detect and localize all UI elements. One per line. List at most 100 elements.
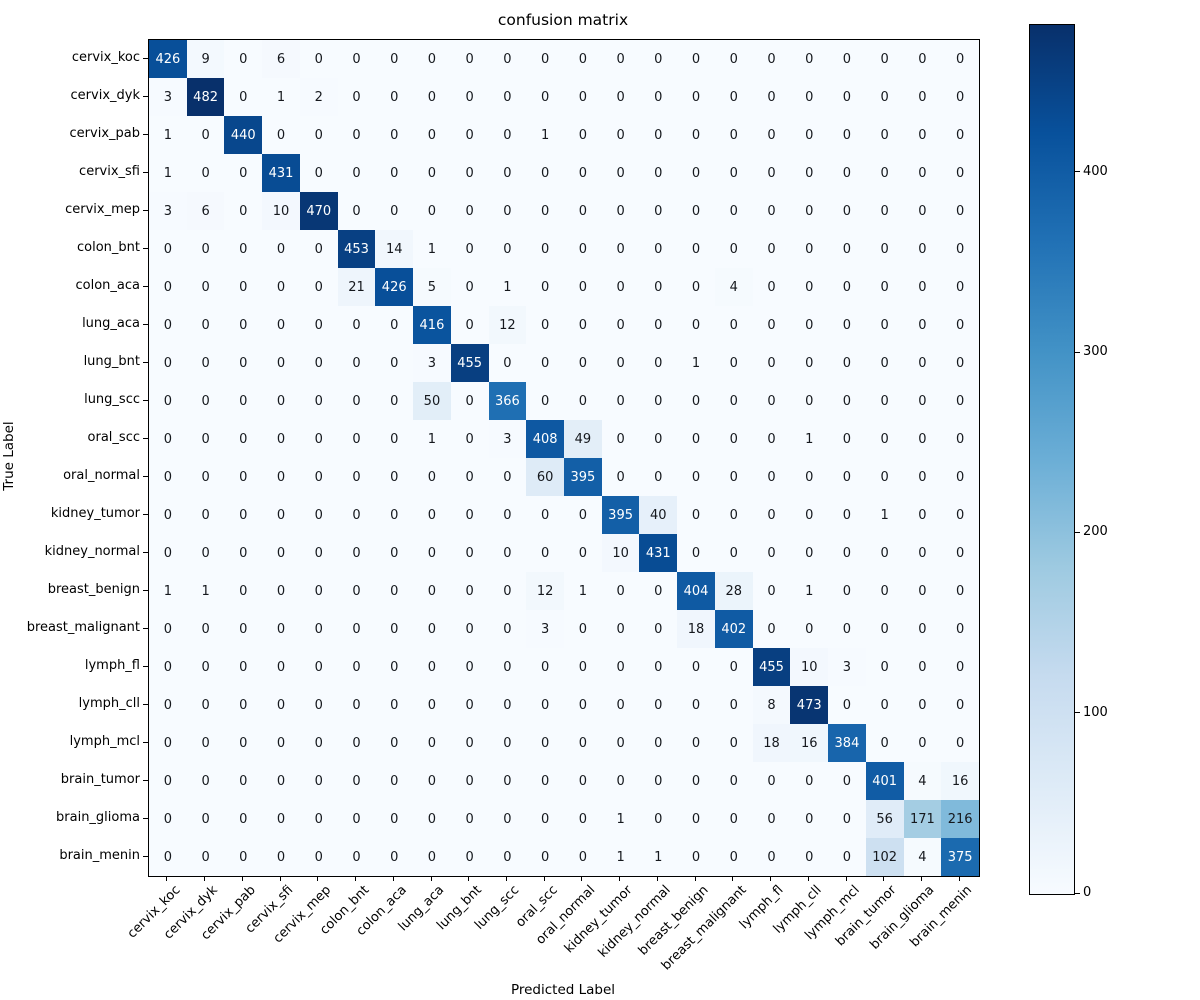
matrix-cell: 10 xyxy=(601,534,640,572)
matrix-cell: 0 xyxy=(639,724,678,762)
matrix-cell: 1 xyxy=(413,420,451,458)
matrix-cell: 0 xyxy=(186,268,225,306)
matrix-cell: 0 xyxy=(941,306,979,344)
matrix-cell: 10 xyxy=(262,192,300,230)
matrix-cell: 0 xyxy=(563,648,602,686)
matrix-cell: 0 xyxy=(375,800,414,838)
x-tick-mark xyxy=(770,876,771,881)
matrix-cell: 171 xyxy=(903,800,942,838)
matrix-cell: 0 xyxy=(752,800,791,838)
matrix-cell: 0 xyxy=(941,268,979,306)
matrix-cell: 0 xyxy=(488,496,527,534)
matrix-cell: 1 xyxy=(413,230,451,268)
x-tick-mark xyxy=(204,876,206,881)
matrix-cell: 426 xyxy=(375,268,414,306)
matrix-cell: 0 xyxy=(941,40,979,78)
matrix-cell: 0 xyxy=(262,838,300,876)
matrix-cell: 1 xyxy=(149,154,187,192)
matrix-cell: 0 xyxy=(375,572,414,610)
matrix-cell: 0 xyxy=(563,724,602,762)
matrix-cell: 0 xyxy=(488,230,527,268)
matrix-cell: 0 xyxy=(563,534,602,572)
matrix-cell: 0 xyxy=(413,610,451,648)
matrix-cell: 0 xyxy=(526,40,564,78)
matrix-cell: 0 xyxy=(299,724,338,762)
y-tick-label: brain_menin xyxy=(59,848,140,863)
matrix-cell: 0 xyxy=(149,496,187,534)
matrix-cell: 0 xyxy=(677,800,715,838)
matrix-cell: 0 xyxy=(677,154,715,192)
matrix-cell: 0 xyxy=(903,306,942,344)
matrix-cell: 0 xyxy=(677,724,715,762)
matrix-cell: 0 xyxy=(262,534,300,572)
matrix-cell: 0 xyxy=(337,306,376,344)
matrix-cell: 0 xyxy=(186,344,225,382)
matrix-cell: 0 xyxy=(752,762,791,800)
matrix-cell: 0 xyxy=(450,648,489,686)
matrix-cell: 0 xyxy=(299,230,338,268)
matrix-cell: 0 xyxy=(299,838,338,876)
matrix-cell: 1 xyxy=(186,572,225,610)
matrix-cell: 5 xyxy=(413,268,451,306)
matrix-cell: 16 xyxy=(790,724,829,762)
matrix-cell: 404 xyxy=(677,572,715,610)
matrix-cell: 0 xyxy=(714,78,753,116)
matrix-cell: 0 xyxy=(639,686,678,724)
x-tick-mark xyxy=(656,876,658,881)
matrix-cell: 0 xyxy=(677,686,715,724)
matrix-cell: 0 xyxy=(299,116,338,154)
matrix-cell: 1 xyxy=(488,268,527,306)
y-tick-mark xyxy=(143,247,148,249)
matrix-cell: 0 xyxy=(865,420,904,458)
matrix-cell: 0 xyxy=(450,420,489,458)
matrix-cell: 0 xyxy=(601,458,640,496)
matrix-cell: 0 xyxy=(563,610,602,648)
x-tick-mark xyxy=(241,876,243,881)
matrix-cell: 0 xyxy=(337,610,376,648)
matrix-cell: 0 xyxy=(337,534,376,572)
matrix-cell: 0 xyxy=(375,78,414,116)
matrix-cell: 455 xyxy=(752,648,791,686)
matrix-cell: 0 xyxy=(828,116,866,154)
matrix-cell: 0 xyxy=(714,192,753,230)
matrix-cell: 0 xyxy=(601,572,640,610)
matrix-cell: 0 xyxy=(488,534,527,572)
matrix-cell: 0 xyxy=(563,344,602,382)
matrix-cell: 0 xyxy=(375,40,414,78)
matrix-cell: 0 xyxy=(262,496,300,534)
matrix-cell: 0 xyxy=(601,610,640,648)
matrix-cell: 0 xyxy=(337,154,376,192)
matrix-cell: 0 xyxy=(450,382,489,420)
matrix-cell: 0 xyxy=(752,344,791,382)
matrix-cell: 0 xyxy=(563,154,602,192)
matrix-cell: 0 xyxy=(677,420,715,458)
matrix-cell: 0 xyxy=(224,724,263,762)
matrix-cell: 3 xyxy=(149,78,187,116)
matrix-cell: 0 xyxy=(941,382,979,420)
matrix-cell: 0 xyxy=(677,116,715,154)
matrix-cell: 0 xyxy=(488,724,527,762)
matrix-cell: 0 xyxy=(865,306,904,344)
matrix-cell: 0 xyxy=(941,420,979,458)
y-tick-mark xyxy=(143,475,148,477)
matrix-cell: 0 xyxy=(903,534,942,572)
y-tick-label: lymph_cll xyxy=(78,696,140,711)
matrix-cell: 0 xyxy=(828,268,866,306)
x-tick-mark xyxy=(694,876,696,881)
colorbar-tick-mark xyxy=(1075,712,1080,714)
matrix-cell: 0 xyxy=(262,648,300,686)
matrix-cell: 0 xyxy=(790,230,829,268)
matrix-cell: 0 xyxy=(299,800,338,838)
matrix-cell: 0 xyxy=(337,40,376,78)
colorbar xyxy=(1029,24,1075,895)
matrix-cell: 0 xyxy=(639,116,678,154)
matrix-cell: 0 xyxy=(714,838,753,876)
matrix-cell: 0 xyxy=(639,268,678,306)
matrix-cell: 0 xyxy=(224,382,263,420)
matrix-cell: 0 xyxy=(262,762,300,800)
matrix-cell: 473 xyxy=(790,686,829,724)
matrix-cell: 0 xyxy=(224,762,263,800)
matrix-cell: 440 xyxy=(224,116,263,154)
matrix-cell: 0 xyxy=(450,154,489,192)
matrix-cell: 0 xyxy=(450,192,489,230)
